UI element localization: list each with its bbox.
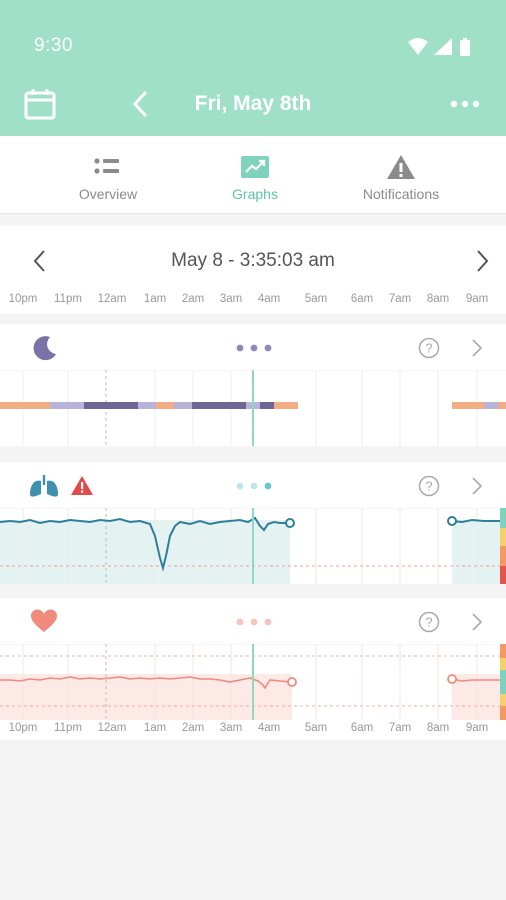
hour-label: 2am: [181, 293, 205, 305]
hour-label: 12am: [97, 722, 127, 734]
hour-label: 8am: [426, 722, 450, 734]
calendar-icon[interactable]: [24, 88, 56, 120]
svg-text:?: ?: [425, 479, 432, 494]
heart-chart-card[interactable]: ? 10pm 11pm 12am 1am 2am 3am: [0, 598, 506, 740]
hour-label: 1am: [143, 722, 167, 734]
list-icon: [94, 158, 119, 174]
oxygen-chart-card[interactable]: ?: [0, 462, 506, 584]
hour-label: 10pm: [8, 722, 38, 734]
time-axis-bottom: 10pm 11pm 12am 1am 2am 3am 4am 5am 6am 7…: [0, 722, 506, 738]
graph-icon: [241, 156, 269, 178]
hour-label: 1am: [143, 293, 167, 305]
hour-label: 7am: [388, 722, 412, 734]
previous-arrow-icon[interactable]: [30, 248, 50, 274]
sleep-chart-card[interactable]: ?: [0, 324, 506, 446]
oxygen-line: [0, 516, 290, 572]
hour-label: 9am: [465, 293, 489, 305]
hour-label: 6am: [350, 293, 374, 305]
tab-graphs-label: Graphs: [232, 186, 278, 202]
empty-area: [0, 740, 506, 900]
date-navigator: May 8 - 3:35:03 am 10pm 11pm 12am 1am 2a…: [0, 226, 506, 314]
next-arrow-icon[interactable]: [472, 248, 492, 274]
more-dots-icon[interactable]: [234, 343, 274, 353]
heart-icon: [31, 609, 57, 632]
current-datetime: May 8 - 3:35:03 am: [171, 250, 335, 271]
svg-text:?: ?: [425, 615, 432, 630]
hour-label: 4am: [257, 722, 281, 734]
help-icon[interactable]: ?: [418, 611, 440, 633]
tab-bar: Overview Graphs Notifications: [0, 136, 506, 214]
hour-label: 2am: [181, 722, 205, 734]
more-dots-icon[interactable]: [234, 481, 274, 491]
svg-text:?: ?: [425, 341, 432, 356]
signal-icon: [434, 38, 452, 55]
tab-overview[interactable]: Overview: [33, 136, 183, 214]
alert-warning-icon[interactable]: [70, 475, 94, 496]
more-icon[interactable]: [450, 96, 480, 112]
hour-label: 4am: [257, 293, 281, 305]
app-header: 9:30 Fri, May 8th: [0, 0, 506, 136]
lungs-icon: [30, 475, 58, 497]
help-icon[interactable]: ?: [418, 337, 440, 359]
hour-label: 10pm: [8, 293, 38, 305]
hour-label: 5am: [304, 293, 328, 305]
warning-icon: [387, 155, 415, 179]
battery-icon: [460, 38, 470, 56]
sleep-stage-plot: [0, 370, 506, 446]
hour-label: 5am: [304, 722, 328, 734]
hour-label: 7am: [388, 293, 412, 305]
status-time: 9:30: [34, 35, 73, 56]
tab-notifications-label: Notifications: [362, 186, 440, 202]
hour-label: 11pm: [54, 293, 82, 305]
oxygen-plot: [0, 508, 506, 584]
tab-overview-label: Overview: [78, 186, 138, 202]
help-icon[interactable]: ?: [418, 475, 440, 497]
hour-label: 11pm: [54, 722, 82, 734]
hour-label: 9am: [465, 722, 489, 734]
chevron-right-icon[interactable]: [470, 338, 484, 358]
heart-rate-line: [0, 676, 293, 690]
hour-label: 8am: [426, 293, 450, 305]
time-axis-top: 10pm 11pm 12am 1am 2am 3am 4am 5am 6am 7…: [0, 293, 506, 309]
more-dots-icon[interactable]: [234, 617, 274, 627]
moon-icon: [33, 336, 56, 361]
tab-graphs[interactable]: Graphs: [180, 136, 330, 214]
chevron-right-icon[interactable]: [470, 612, 484, 632]
page-title: Fri, May 8th: [194, 92, 312, 115]
chevron-right-icon[interactable]: [470, 476, 484, 496]
heart-rate-plot: [0, 644, 506, 720]
back-arrow-icon[interactable]: [128, 90, 154, 118]
hour-label: 6am: [350, 722, 374, 734]
hour-label: 3am: [219, 293, 243, 305]
status-icons: [408, 38, 470, 56]
hour-label: 12am: [97, 293, 127, 305]
hour-label: 3am: [219, 722, 243, 734]
wifi-icon: [408, 38, 428, 55]
tab-notifications[interactable]: Notifications: [326, 136, 476, 214]
